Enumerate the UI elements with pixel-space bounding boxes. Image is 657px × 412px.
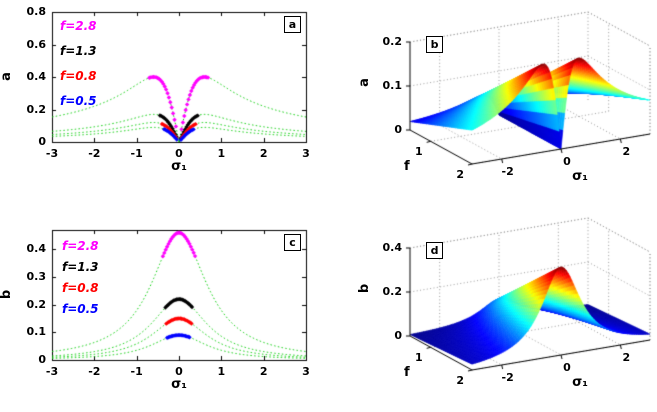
legend-item-f=0.8: f=0.8 [62, 281, 99, 295]
x-tick-label: 1 [217, 147, 226, 160]
x-tick-label: 1 [217, 365, 226, 378]
legend-item-f=1.3: f=1.3 [62, 260, 99, 274]
panel-b-f-axis-label: f [404, 159, 410, 174]
panel-b-letter: b [426, 36, 443, 53]
legend-item-f=0.5: f=0.5 [60, 94, 97, 108]
panel-b-x-axis-label: σ₁ [572, 169, 588, 184]
panel-d-3d-surface: b f σ₁ d -2 0 2 1 2 0 0.2 0.4 [330, 206, 657, 412]
x-tick-label: -3 [45, 365, 59, 378]
y-tick-label: 0.1 [26, 325, 47, 339]
y-tick-label: 1 [415, 351, 423, 365]
legend-item-f=1.3: f=1.3 [60, 44, 97, 58]
panel-d-f-axis-label: f [404, 365, 410, 380]
y-tick-label: 2 [456, 374, 464, 387]
x-tick-label: -1 [130, 147, 143, 160]
panel-c-x-axis-label: σ₁ [171, 377, 187, 392]
y-tick-label: 0.2 [26, 297, 47, 311]
x-tick-label: 2 [259, 365, 268, 378]
y-tick-label: 0.4 [26, 70, 47, 83]
panel-c-letter: c [284, 234, 301, 251]
x-tick-label: -3 [45, 147, 59, 160]
legend-item-f=2.8: f=2.8 [60, 19, 97, 33]
z-tick-label: 0.2 [382, 285, 403, 298]
x-tick-label: 0 [175, 147, 183, 160]
panel-b-3d-surface: a f σ₁ b -2 0 2 1 2 0 0.1 0.2 [330, 0, 657, 206]
panel-a-y-axis-label: a [0, 72, 14, 81]
panel-a-canvas [0, 0, 330, 206]
legend-item-f=0.5: f=0.5 [62, 302, 99, 316]
x-tick-label: 0 [175, 365, 183, 378]
x-tick-label: -2 [501, 165, 514, 178]
panel-a-letter: a [284, 16, 301, 33]
panel-d-x-axis-label: σ₁ [572, 375, 588, 390]
x-tick-label: 0 [563, 361, 571, 374]
z-tick-label: 0.1 [382, 79, 403, 92]
panel-b-canvas [330, 0, 657, 206]
y-tick-label: 0 [38, 135, 46, 148]
x-tick-label: 3 [302, 147, 310, 160]
x-tick-label: -1 [130, 365, 143, 378]
x-tick-label: -2 [88, 365, 101, 378]
x-tick-label: 2 [259, 147, 268, 160]
y-tick-label: 0.6 [26, 37, 47, 51]
legend-item-f=2.8: f=2.8 [62, 239, 99, 253]
z-tick-label: 0.4 [382, 241, 403, 254]
z-tick-label: 0 [394, 123, 402, 136]
x-tick-label: -2 [88, 147, 101, 160]
x-tick-label: 2 [622, 351, 631, 364]
panel-c-canvas [0, 206, 330, 412]
y-tick-label: 0.2 [26, 102, 47, 116]
x-tick-label: 2 [622, 145, 631, 158]
y-tick-label: 0.3 [26, 270, 47, 284]
panel-a-x-axis-label: σ₁ [171, 159, 187, 174]
y-tick-label: 2 [456, 168, 464, 181]
legend-item-f=0.8: f=0.8 [60, 69, 97, 83]
y-tick-label: 0 [38, 353, 46, 366]
z-tick-label: 0.2 [382, 35, 403, 48]
x-tick-label: 0 [563, 155, 571, 168]
panel-c-2d-plot: b σ₁ c -3 -2 -1 0 1 2 3 0 0.1 0.2 0.3 0.4 f=2.8 f=1.3… [0, 206, 330, 412]
y-tick-label: 0.4 [26, 242, 47, 256]
x-tick-label: -2 [501, 371, 514, 384]
y-tick-label: 1 [415, 145, 423, 159]
panel-d-letter: d [426, 242, 443, 259]
y-tick-label: 0.8 [26, 5, 47, 18]
x-tick-label: 3 [302, 365, 310, 378]
z-tick-label: 0 [394, 329, 402, 342]
panel-a-2d-plot: a σ₁ a -3 -2 -1 0 1 2 3 0 0.2 0.4 0.6 0.8 f=2.8 f=1.3… [0, 0, 330, 206]
panel-d-canvas [330, 206, 657, 412]
